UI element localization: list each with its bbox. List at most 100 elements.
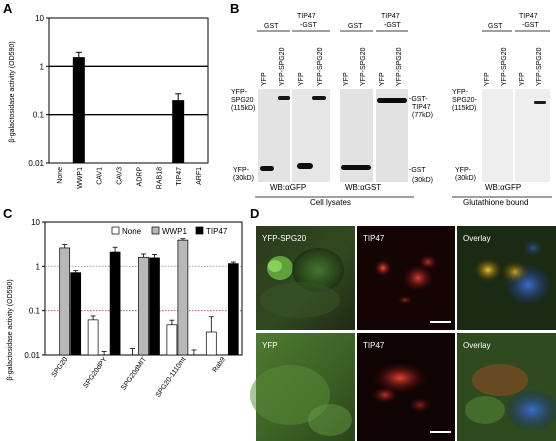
blot1-label-yfp-spg20: YFP-SPG20 (115kD)	[231, 89, 255, 112]
x-category-label: None	[57, 167, 64, 184]
panel-a-letter: A	[3, 1, 13, 16]
bar	[177, 239, 189, 356]
blot2-group-gst: GST	[348, 23, 363, 30]
bar	[205, 331, 217, 356]
cell-lysate-gfp-blot: GST TIP47 -GST YFP YFP-SPG20 YFP YFP-SPG2…	[231, 13, 330, 192]
blot3-label-yfp-spg20: YFP-SPG20-(115kD)	[452, 89, 478, 112]
glutathione-bound-label: Glutathione bound	[463, 198, 528, 207]
x-category-label: WWP1	[77, 167, 84, 189]
panel-b: B GST TIP47 -GST YFP YFP-SPG20 YFP YFP-SP…	[230, 1, 552, 207]
x-category-label: SPG20dMIT	[120, 356, 148, 392]
blot1-band	[278, 96, 290, 100]
micrograph-tip47-row1: TIP47	[357, 226, 455, 330]
blot3-group-gst: GST	[488, 23, 503, 30]
blot2-band	[377, 98, 407, 103]
blot1-group-gst: GST	[264, 23, 279, 30]
x-category-label: SPG20dPY	[82, 356, 108, 390]
blot3-lane-yfp-spg20-b: YFP-SPG20	[536, 47, 543, 86]
x-category-label: RAB18	[156, 167, 163, 189]
micrograph-label: Overlay	[463, 234, 491, 243]
blot1-label-yfp: YFP-(30kD)	[233, 167, 254, 182]
bar	[109, 251, 121, 356]
blot2-label-30kd: (30kD)	[412, 177, 433, 184]
x-category-label: ARF1	[196, 167, 203, 185]
y-tick-label: 0.1	[33, 111, 45, 120]
micrograph-label: YFP-SPG20	[262, 234, 307, 243]
x-category-label: CAV1	[97, 167, 104, 185]
blot1-band	[312, 96, 326, 100]
blot3-band	[534, 101, 546, 104]
panel-d: D YFP-SPG20 TIP47 Overlay	[250, 206, 556, 441]
panel-a-bars	[72, 51, 185, 163]
y-tick-label: 10	[31, 218, 40, 227]
panel-c-y-ticks: 10 1 0.1 0.01	[24, 218, 45, 360]
panel-a-plot-frame	[48, 17, 209, 164]
micrograph-overlay-row2: Overlay	[457, 333, 556, 441]
bar	[227, 263, 239, 356]
blot3-membrane-left	[482, 89, 513, 182]
blot1-lane-yfp-b: YFP	[298, 72, 305, 86]
legend-label: None	[122, 227, 142, 236]
micrograph-label: Overlay	[463, 341, 491, 350]
legend-label: TIP47	[206, 227, 228, 236]
y-tick-label: 1	[40, 62, 45, 71]
y-tick-label: 0.01	[28, 159, 44, 168]
blot1-band	[297, 163, 313, 169]
bar	[87, 319, 99, 356]
cell-lysates-label: Cell lysates	[310, 198, 351, 207]
blot1-lane-yfp: YFP	[261, 72, 268, 86]
blot3-lane-yfp-spg20: YFP-SPG20	[501, 47, 508, 86]
panel-c: C β-galactosidase activity (OD590) None W…	[3, 206, 243, 399]
bar	[138, 256, 149, 356]
panel-a-x-labels: None WWP1 CAV1 CAV3 ADRP RAB18 TIP47 ARF1	[57, 167, 203, 190]
bar	[149, 257, 160, 356]
micrograph-overlay-row1: Overlay	[457, 226, 556, 330]
blot3-membrane-right	[515, 89, 550, 182]
blot1-band	[260, 166, 274, 171]
blot2-lane-yfp-spg20-b: YFP-SPG20	[396, 47, 403, 86]
micrograph-tip47-row2: TIP47	[357, 333, 455, 441]
x-category-label: ADRP	[136, 167, 143, 187]
x-category-label: TIP47	[176, 167, 183, 186]
micrograph-label: YFP	[262, 341, 278, 350]
panel-c-bars	[59, 238, 239, 356]
panel-c-x-labels: SPG20 SPG20dPY SPG20dMIT SPG20-1110mt Rab9	[51, 356, 227, 399]
legend-swatch	[111, 226, 120, 235]
panel-a-y-axis-label: β-galactosidase activity (OD590)	[9, 41, 16, 142]
panel-b-letter: B	[230, 1, 239, 16]
micrograph-yfp: YFP	[250, 333, 355, 441]
x-category-label: SPG20	[51, 356, 70, 379]
blot3-lane-yfp-b: YFP	[519, 72, 526, 86]
y-tick-label: 1	[36, 262, 41, 271]
x-category-label: Rab9	[212, 356, 227, 374]
legend-swatch	[151, 226, 160, 235]
blot2-lane-yfp-spg20: YFP-SPG20	[360, 47, 367, 86]
blot1-lane-yfp-spg20: YFP-SPG20	[279, 47, 286, 86]
bar	[59, 247, 71, 356]
blot2-wb-label: WB:αGST	[345, 183, 381, 192]
blot2-band	[341, 165, 371, 170]
blot2-membrane-right	[376, 89, 408, 182]
blot1-group-tip47: TIP47 -GST	[297, 13, 317, 29]
blot1-wb-label: WB:αGFP	[270, 183, 306, 192]
blot3-wb-label: WB:αGFP	[485, 183, 521, 192]
blot2-label-gst: -GST	[409, 167, 426, 174]
y-tick-label: 0.01	[24, 351, 40, 360]
blot2-lane-yfp: YFP	[343, 72, 350, 86]
panel-a: A β-galactosidase activity (OD590) 10 1 0.…	[3, 1, 209, 190]
panel-a-y-ticks: 10 1 0.1 0.01	[28, 14, 49, 168]
blot1-lane-yfp-spg20-b: YFP-SPG20	[317, 47, 324, 86]
blot2-label-gst-tip47: -GST-TIP47 (77kD)	[409, 96, 433, 119]
blot2-lane-yfp-b: YFP	[379, 72, 386, 86]
y-tick-label: 10	[35, 14, 44, 23]
glutathione-bound-blot: GST TIP47 -GST YFP YFP-SPG20 YFP YFP-SPG2…	[452, 13, 550, 192]
bar	[166, 324, 178, 356]
panel-c-legend: None WWP1 TIP47	[111, 226, 228, 236]
panel-d-letter: D	[250, 206, 259, 221]
blot2-group-tip47: TIP47 -GST	[381, 13, 401, 29]
legend-label: WWP1	[162, 227, 187, 236]
x-category-label: CAV3	[117, 167, 124, 185]
legend-swatch	[195, 226, 204, 235]
panel-c-letter: C	[3, 206, 13, 221]
